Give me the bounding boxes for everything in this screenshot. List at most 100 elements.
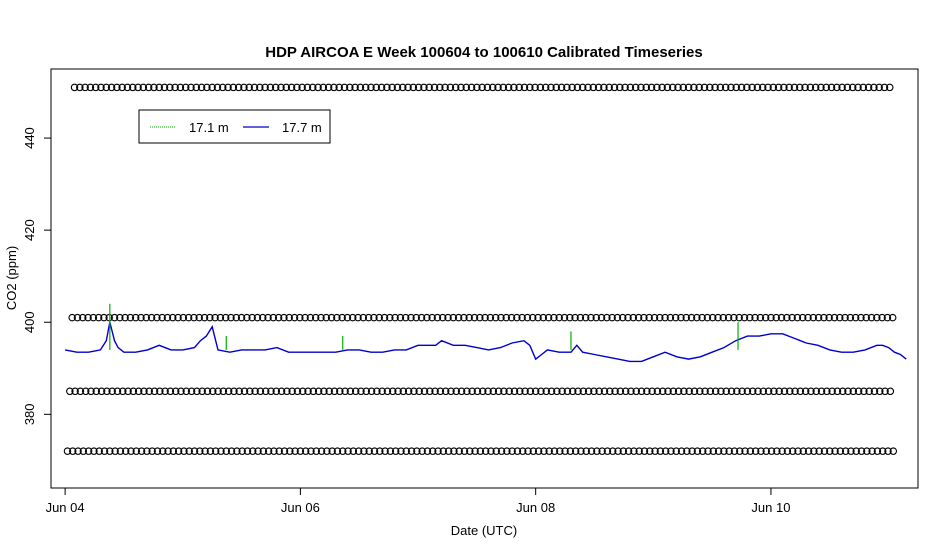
marker-point bbox=[319, 83, 328, 92]
marker-point bbox=[291, 447, 299, 455]
marker-point bbox=[507, 313, 516, 322]
marker-point bbox=[520, 83, 529, 92]
marker-point bbox=[240, 387, 249, 396]
marker-point bbox=[632, 387, 641, 396]
marker-point bbox=[730, 313, 738, 322]
marker-point bbox=[807, 387, 815, 396]
marker-point bbox=[862, 313, 870, 322]
marker-point bbox=[836, 313, 844, 322]
marker-point bbox=[640, 313, 648, 322]
marker-point bbox=[158, 313, 166, 322]
marker-point bbox=[826, 447, 834, 455]
marker-point bbox=[864, 83, 873, 92]
marker-point bbox=[634, 313, 643, 322]
marker-point bbox=[68, 313, 76, 322]
marker-point bbox=[282, 83, 291, 92]
marker-point bbox=[487, 447, 495, 455]
marker-point bbox=[505, 387, 513, 396]
marker-point bbox=[187, 83, 195, 92]
marker-point bbox=[764, 83, 772, 92]
marker-point bbox=[144, 83, 153, 92]
marker-point bbox=[806, 83, 815, 92]
marker-point bbox=[574, 387, 582, 396]
marker-point bbox=[280, 313, 288, 322]
marker-point bbox=[825, 313, 833, 322]
marker-point bbox=[401, 313, 410, 322]
marker-point bbox=[876, 387, 884, 396]
marker-point bbox=[611, 387, 619, 396]
marker-point bbox=[388, 83, 396, 92]
marker-point bbox=[376, 447, 384, 455]
marker-point bbox=[328, 447, 336, 455]
marker-point bbox=[857, 447, 866, 455]
marker-point bbox=[844, 387, 852, 396]
marker-point bbox=[667, 447, 675, 455]
marker-point bbox=[552, 83, 561, 92]
marker-point bbox=[581, 313, 590, 322]
marker-point bbox=[693, 313, 701, 322]
marker-point bbox=[288, 387, 296, 396]
marker-point bbox=[608, 313, 616, 322]
marker-point bbox=[166, 387, 175, 396]
marker-rows bbox=[63, 83, 898, 455]
marker-point bbox=[722, 387, 730, 396]
marker-point bbox=[685, 387, 693, 396]
marker-point bbox=[672, 447, 681, 455]
marker-point bbox=[129, 387, 138, 396]
marker-point bbox=[243, 447, 252, 455]
marker-point bbox=[537, 387, 545, 396]
marker-point bbox=[153, 447, 162, 455]
marker-point bbox=[541, 83, 550, 92]
marker-point bbox=[886, 387, 895, 396]
marker-point bbox=[547, 387, 556, 396]
marker-point bbox=[492, 447, 501, 455]
marker-point bbox=[124, 387, 132, 396]
marker-point bbox=[503, 447, 511, 455]
marker-point bbox=[317, 313, 325, 322]
marker-point bbox=[497, 447, 506, 455]
marker-point bbox=[423, 313, 431, 322]
marker-point bbox=[420, 387, 429, 396]
marker-point bbox=[661, 313, 669, 322]
marker-point bbox=[159, 447, 167, 455]
marker-point bbox=[166, 83, 174, 92]
marker-point bbox=[804, 313, 812, 322]
marker-point bbox=[266, 83, 275, 92]
marker-point bbox=[457, 387, 466, 396]
marker-point bbox=[354, 313, 362, 322]
marker-point bbox=[577, 447, 585, 455]
marker-point bbox=[466, 447, 474, 455]
marker-point bbox=[233, 447, 241, 455]
marker-point bbox=[846, 313, 855, 322]
marker-point bbox=[594, 83, 603, 92]
marker-point bbox=[91, 83, 100, 92]
marker-point bbox=[720, 447, 728, 455]
marker-point bbox=[87, 387, 95, 396]
marker-point bbox=[217, 447, 225, 455]
marker-point bbox=[544, 313, 553, 322]
marker-point bbox=[873, 313, 881, 322]
marker-point bbox=[828, 387, 836, 396]
marker-point bbox=[666, 313, 675, 322]
marker-point bbox=[631, 83, 640, 92]
marker-point bbox=[873, 447, 882, 455]
marker-point bbox=[547, 83, 555, 92]
marker-point bbox=[280, 447, 289, 455]
marker-point bbox=[550, 447, 559, 455]
marker-point bbox=[169, 447, 178, 455]
marker-point bbox=[190, 313, 198, 322]
marker-point bbox=[211, 447, 220, 455]
marker-point bbox=[259, 447, 268, 455]
marker-point bbox=[836, 447, 845, 455]
marker-point bbox=[296, 447, 305, 455]
marker-point bbox=[361, 83, 370, 92]
marker-point bbox=[489, 387, 498, 396]
marker-point bbox=[529, 447, 538, 455]
marker-point bbox=[404, 387, 413, 396]
marker-point bbox=[335, 83, 343, 92]
marker-point bbox=[671, 313, 680, 322]
marker-point bbox=[767, 447, 776, 455]
marker-point bbox=[224, 387, 233, 396]
marker-point bbox=[248, 313, 256, 322]
marker-point bbox=[351, 83, 359, 92]
